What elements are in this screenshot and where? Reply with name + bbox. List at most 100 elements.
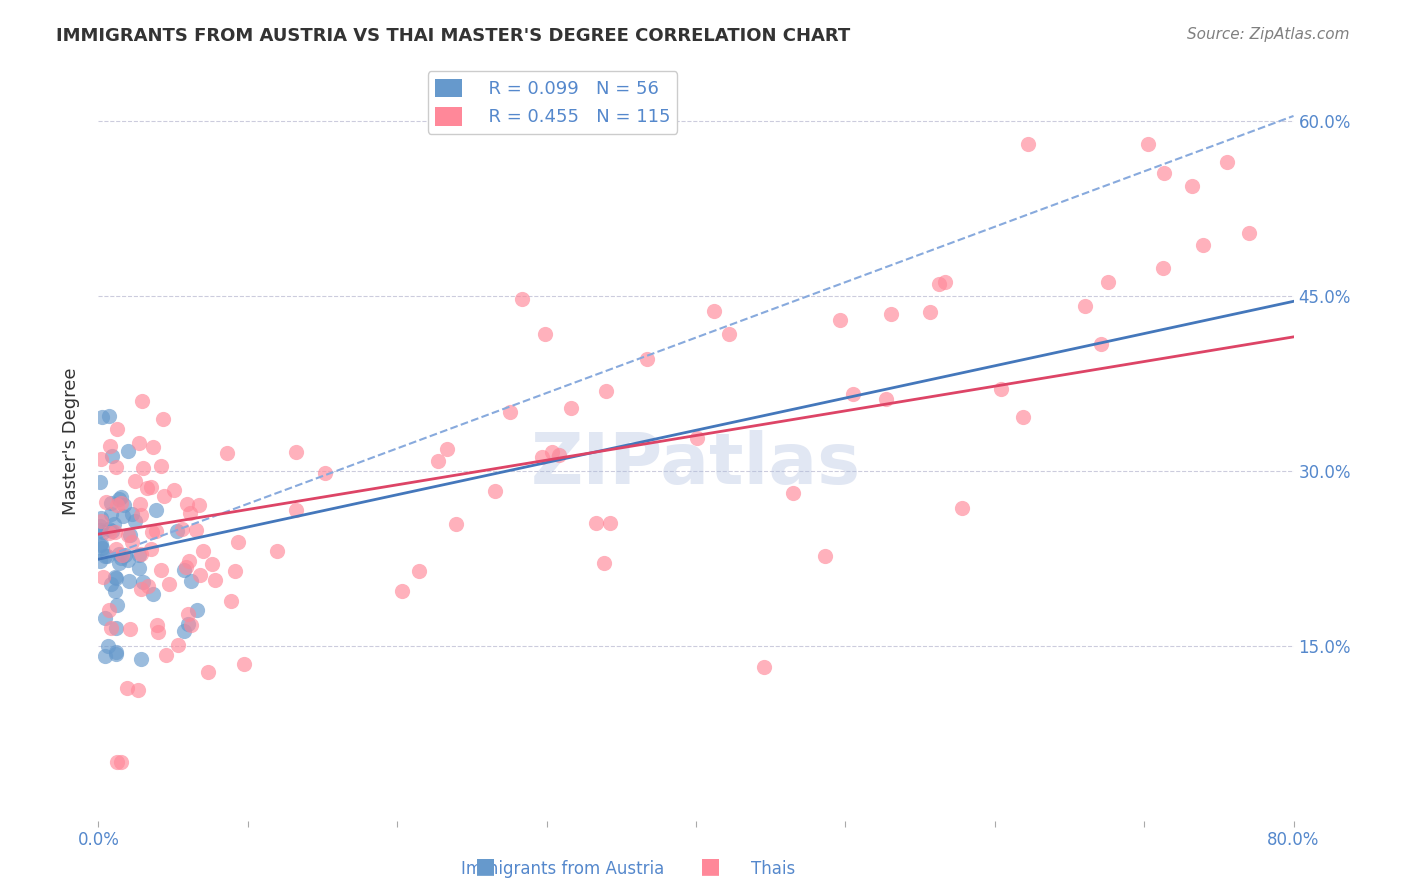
Point — [1097, 275, 1119, 289]
Point — [142, 440, 165, 454]
Point — [104, 542, 127, 557]
Point — [141, 541, 163, 556]
Point — [131, 393, 153, 408]
Point — [166, 638, 188, 652]
Point — [152, 412, 174, 426]
Point — [484, 483, 506, 498]
Text: IMMIGRANTS FROM AUSTRIA VS THAI MASTER'S DEGREE CORRELATION CHART: IMMIGRANTS FROM AUSTRIA VS THAI MASTER'S… — [56, 27, 851, 45]
Point — [1090, 336, 1112, 351]
Text: ZIPatlas: ZIPatlas — [531, 430, 860, 499]
Point — [990, 383, 1012, 397]
Point — [215, 446, 238, 460]
Point — [1011, 410, 1033, 425]
Point — [121, 535, 143, 549]
Point — [541, 445, 564, 459]
Point — [104, 524, 127, 539]
Point — [226, 534, 249, 549]
Point — [1017, 137, 1039, 152]
Point — [94, 495, 117, 509]
Point — [599, 516, 621, 530]
Point — [103, 516, 125, 531]
Point — [188, 498, 211, 512]
Point — [232, 657, 254, 671]
Point — [115, 681, 138, 696]
Point — [157, 576, 180, 591]
Legend:   R = 0.099   N = 56,   R = 0.455   N = 115: R = 0.099 N = 56, R = 0.455 N = 115 — [427, 71, 678, 134]
Point — [186, 603, 208, 617]
Point — [94, 648, 117, 663]
Point — [145, 524, 167, 539]
Point — [117, 443, 139, 458]
Point — [152, 489, 174, 503]
Point — [107, 491, 129, 506]
Point — [108, 547, 131, 561]
Point — [110, 551, 132, 566]
Point — [510, 292, 533, 306]
Point — [100, 449, 122, 463]
Point — [285, 503, 308, 517]
Point — [875, 392, 897, 406]
Point — [391, 583, 413, 598]
Point — [105, 647, 128, 661]
Point — [426, 454, 449, 468]
Point — [118, 623, 141, 637]
Point — [90, 452, 112, 467]
Point — [104, 621, 127, 635]
Point — [100, 576, 122, 591]
Point — [101, 524, 124, 538]
Point — [1152, 261, 1174, 276]
Point — [91, 570, 114, 584]
Point — [1074, 299, 1097, 313]
Point — [224, 564, 246, 578]
Point — [114, 548, 136, 562]
Point — [118, 574, 141, 588]
Point — [129, 582, 152, 596]
Point — [127, 683, 149, 698]
Point — [142, 587, 165, 601]
Point — [110, 496, 132, 510]
Point — [782, 486, 804, 500]
Y-axis label: Master's Degree: Master's Degree — [62, 368, 80, 516]
Point — [128, 561, 150, 575]
Point — [150, 563, 173, 577]
Point — [111, 548, 134, 562]
Point — [121, 507, 143, 521]
Point — [112, 508, 135, 523]
Point — [89, 538, 111, 552]
Point — [155, 648, 177, 662]
Point — [129, 508, 152, 523]
Text: Thais: Thais — [751, 860, 796, 878]
Point — [1216, 155, 1239, 169]
Point — [585, 516, 607, 531]
Point — [105, 756, 128, 770]
Point — [98, 439, 121, 453]
Point — [97, 603, 120, 617]
Text: ■: ■ — [475, 856, 495, 876]
Point — [170, 522, 193, 536]
Point — [90, 511, 112, 525]
Point — [176, 497, 198, 511]
Point — [285, 445, 308, 459]
Point — [128, 435, 150, 450]
Point — [1180, 179, 1202, 194]
Point — [108, 556, 131, 570]
Point — [531, 450, 554, 464]
Point — [105, 422, 128, 436]
Point — [141, 524, 163, 539]
Point — [595, 384, 617, 398]
Point — [548, 448, 571, 462]
Point — [1237, 226, 1260, 240]
Point — [107, 498, 129, 512]
Point — [314, 466, 336, 480]
Point — [176, 607, 198, 621]
Point — [100, 622, 122, 636]
Point — [105, 460, 128, 475]
Point — [146, 624, 169, 639]
Point — [636, 351, 658, 366]
Point — [184, 523, 207, 537]
Point — [90, 514, 112, 528]
Point — [934, 275, 956, 289]
Point — [132, 460, 155, 475]
Point — [91, 525, 114, 540]
Point — [89, 553, 111, 567]
